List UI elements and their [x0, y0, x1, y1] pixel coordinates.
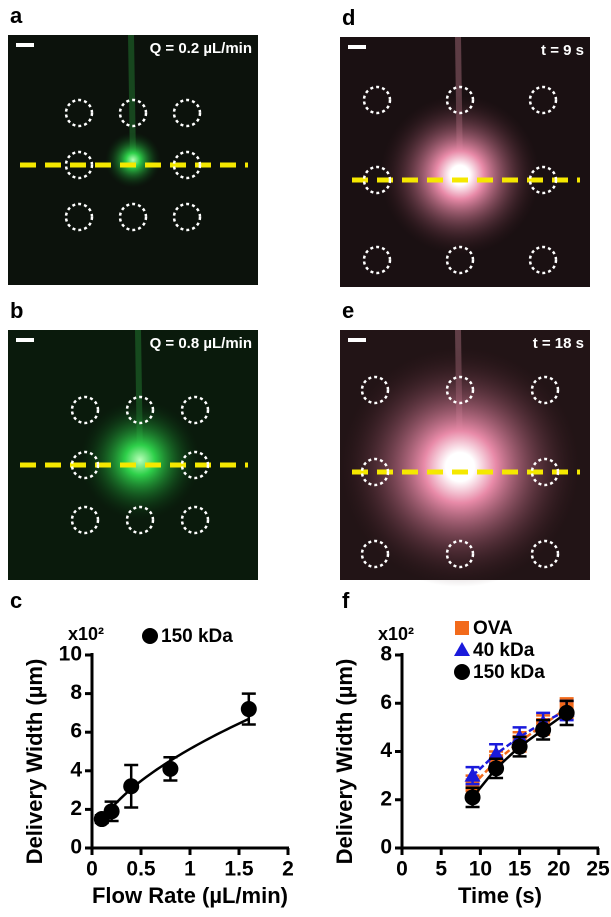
y-tick-label: 2: [70, 797, 82, 820]
legend-label: 150 kDa: [473, 662, 545, 683]
y-axis-label: Delivery Width (µm): [332, 659, 357, 865]
x-tick-label: 2: [282, 858, 294, 881]
point: [241, 701, 257, 717]
y-multiplier: x10²: [378, 624, 414, 644]
y-tick-label: 6: [380, 691, 392, 714]
panel-letter: d: [342, 5, 355, 30]
x-tick-label: 15: [508, 858, 532, 881]
legend-label: 40 kDa: [473, 640, 535, 661]
legend-marker: [454, 642, 470, 656]
legend-label: OVA: [473, 618, 513, 639]
y-tick-label: 4: [380, 739, 392, 762]
legend-marker: [454, 664, 470, 680]
panel-letter: a: [10, 3, 23, 28]
glow: [105, 132, 161, 188]
point: [123, 778, 139, 794]
panel-annotation: Q = 0.8 µL/min: [150, 335, 252, 352]
x-tick-label: 1: [184, 858, 196, 881]
y-tick-label: 6: [70, 720, 82, 743]
point: [488, 760, 504, 776]
glow: [380, 95, 540, 255]
point: [465, 789, 481, 805]
panel-annotation: t = 18 s: [533, 335, 584, 352]
x-tick-label: 0: [86, 858, 98, 881]
x-tick-label: 0.5: [126, 858, 156, 881]
panel-letter: b: [10, 298, 23, 323]
y-multiplier: x10²: [68, 624, 104, 644]
x-tick-label: 0: [396, 858, 408, 881]
panel-letter: e: [342, 298, 354, 323]
panel-letter: f: [342, 588, 350, 613]
x-tick-label: 20: [547, 858, 570, 881]
legend-marker: [455, 621, 469, 635]
y-tick-label: 8: [380, 643, 392, 666]
point: [104, 803, 120, 819]
point: [559, 705, 575, 721]
y-tick-label: 2: [380, 787, 392, 810]
y-tick-label: 10: [59, 643, 82, 666]
x-axis-label: Time (s): [458, 883, 542, 908]
y-axis-label: Delivery Width (µm): [22, 659, 47, 865]
panel-letter: c: [10, 588, 22, 613]
x-tick-label: 1.5: [224, 858, 254, 881]
x-tick-label: 25: [586, 858, 610, 881]
x-tick-label: 5: [435, 858, 447, 881]
legend-marker: [142, 628, 158, 644]
glow: [340, 347, 580, 587]
point: [512, 739, 528, 755]
legend-label: 150 kDa: [161, 626, 233, 647]
glow: [80, 400, 200, 520]
panel-annotation: Q = 0.2 µL/min: [150, 40, 252, 57]
figure: a Q = 0.2 µL/min b Q = 0.8 µL/min d t = 9 s e t…: [0, 0, 611, 917]
x-axis-label: Flow Rate (µL/min): [92, 883, 288, 908]
panel-annotation: t = 9 s: [541, 42, 584, 59]
point: [535, 722, 551, 738]
y-tick-label: 8: [70, 681, 82, 704]
x-tick-label: 10: [469, 858, 492, 881]
y-tick-label: 4: [70, 758, 82, 781]
y-tick-label: 0: [380, 836, 392, 859]
y-tick-label: 0: [70, 836, 82, 859]
point: [162, 761, 178, 777]
